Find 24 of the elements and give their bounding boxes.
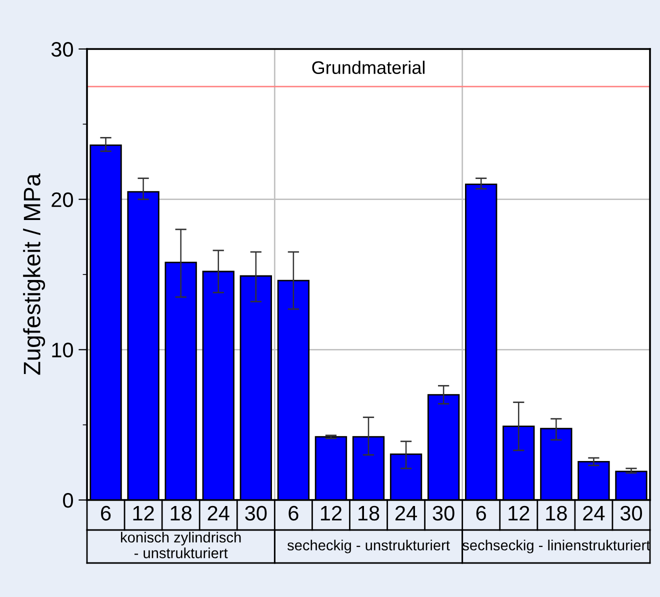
x-tick-label: 12 (133, 506, 154, 520)
x-tick-label: 6 (101, 506, 111, 521)
text: sechseckig - linienstrukturiert (462, 540, 650, 554)
x-tick-label: 30 (432, 506, 454, 521)
x-tick-label: 24 (583, 506, 605, 520)
x-tick-label: 18 (358, 506, 380, 521)
y-axis-title: Zugfestigkeit / MPa (23, 173, 46, 375)
x-tick-label: 30 (245, 506, 267, 521)
x-tick-label: 12 (508, 506, 530, 520)
x-tick-label: 18 (546, 506, 567, 521)
ref-line-label: Grundmaterial (312, 60, 424, 74)
x-tick-label: 6 (288, 506, 298, 521)
y-tick-label: 10 (52, 342, 73, 358)
text: secheckig - unstrukturiert (287, 540, 450, 554)
x-tick-label: 24 (208, 506, 230, 520)
x-tick-label: 12 (320, 506, 342, 520)
y-tick-label: 0 (63, 493, 73, 508)
text: konisch zylindrisch - unstrukturiert (121, 532, 241, 558)
x-tick-label: 6 (476, 506, 486, 521)
x-tick-label: 24 (395, 506, 418, 520)
x-tick-label: 18 (170, 506, 192, 521)
y-tick-label: 20 (52, 192, 73, 208)
y-tick-label: 30 (51, 42, 73, 57)
x-tick-label: 30 (620, 506, 642, 521)
